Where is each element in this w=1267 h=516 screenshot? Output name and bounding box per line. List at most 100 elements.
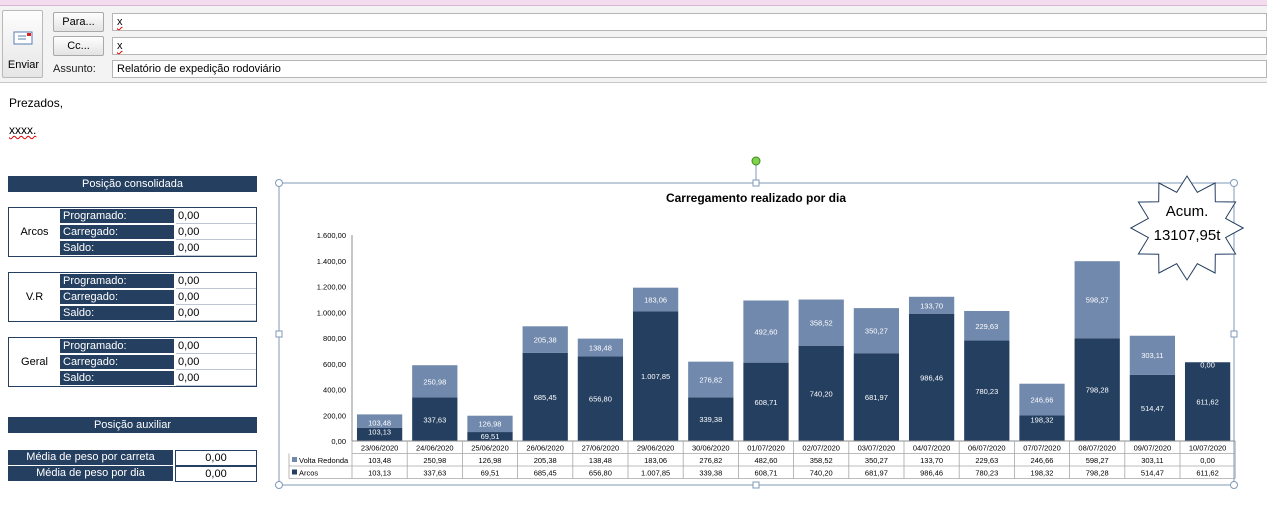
aux-value: 0,00 — [175, 450, 257, 466]
bar-volta-redonda — [964, 310, 1010, 341]
y-tick-label: 400,00 — [323, 386, 346, 395]
table-cell-arcos: 69,51 — [481, 469, 500, 478]
table-cell-volta-redonda: 482,60 — [755, 456, 778, 465]
legend-key-arcos — [292, 469, 297, 475]
send-label: Enviar — [7, 59, 40, 71]
group-arcos: Arcos Programado: 0,00 Carregado: 0,00 S… — [8, 207, 257, 257]
y-tick-label: 600,00 — [323, 360, 346, 369]
callout-line1: Acum. — [1166, 203, 1209, 220]
row-value: 0,00 — [176, 306, 256, 321]
data-label-volta-redonda: 126,98 — [479, 420, 502, 429]
group-name: Arcos — [20, 226, 49, 238]
x-tick-label: 25/06/2020 — [471, 444, 509, 453]
table-cell-arcos: 656,80 — [589, 469, 612, 478]
bar-volta-redonda — [853, 308, 900, 354]
to-button[interactable]: Para... — [53, 12, 104, 32]
y-tick-label: 0,00 — [331, 437, 346, 446]
group-name: Geral — [21, 356, 48, 368]
bar-volta-redonda — [356, 414, 403, 428]
group-name: V.R — [25, 291, 44, 303]
table-cell-arcos: 681,97 — [865, 469, 888, 478]
bar-volta-redonda — [1129, 335, 1176, 375]
data-label-volta-redonda: 0,00 — [1200, 360, 1215, 369]
chart-title: Carregamento realizado por dia — [666, 191, 846, 205]
window-top-border — [0, 0, 1267, 6]
row-value: 0,00 — [176, 339, 256, 354]
row-value: 0,00 — [176, 225, 256, 240]
row-label: Saldo: — [60, 306, 174, 321]
bar-arcos — [412, 397, 458, 441]
send-button[interactable]: Enviar — [2, 10, 43, 78]
data-label-volta-redonda: 183,06 — [644, 295, 667, 304]
data-label-arcos: 656,80 — [589, 395, 612, 404]
data-label-volta-redonda: 250,98 — [423, 377, 446, 386]
row-label: Saldo: — [60, 371, 174, 386]
resize-handle[interactable] — [275, 330, 283, 338]
bar-volta-redonda — [522, 326, 568, 353]
legend-key-volta-redonda — [292, 457, 297, 462]
data-label-volta-redonda: 103,48 — [368, 418, 391, 427]
cc-button[interactable]: Cc... — [53, 36, 104, 56]
data-label-arcos: 685,45 — [534, 393, 557, 402]
data-label-arcos: 103,13 — [368, 428, 391, 437]
y-tick-label: 200,00 — [323, 411, 346, 420]
data-label-volta-redonda: 229,63 — [975, 322, 998, 331]
starburst-callout-shape[interactable] — [1129, 175, 1245, 281]
to-value: x — [117, 16, 123, 28]
consolidated-title: Posição consolidada — [8, 176, 257, 192]
y-tick-label: 1.400,00 — [317, 257, 346, 266]
bar-arcos — [688, 397, 734, 441]
resize-handle[interactable] — [752, 179, 760, 187]
data-label-volta-redonda: 358,52 — [810, 319, 833, 328]
bar-arcos — [1019, 415, 1065, 441]
table-cell-arcos: 1.007,85 — [641, 469, 670, 478]
table-cell-arcos: 986,46 — [920, 469, 943, 478]
data-label-arcos: 798,28 — [1086, 386, 1109, 395]
data-label-arcos: 681,97 — [865, 393, 888, 402]
table-cell-volta-redonda: 598,27 — [1086, 456, 1109, 465]
subject-label: Assunto: — [53, 63, 96, 75]
bar-arcos — [853, 353, 900, 441]
row-value: 0,00 — [176, 290, 256, 305]
bar-arcos — [743, 362, 789, 441]
callout-line2: 13107,95t — [1154, 227, 1222, 244]
x-tick-label: 24/06/2020 — [416, 444, 454, 453]
resize-handle[interactable] — [275, 481, 283, 489]
table-cell-volta-redonda: 303,11 — [1141, 456, 1163, 465]
x-tick-label: 01/07/2020 — [747, 444, 785, 453]
group-vr: V.R Programado: 0,00 Carregado: 0,00 Sal… — [8, 272, 257, 322]
table-cell-volta-redonda: 138,48 — [589, 456, 612, 465]
resize-handle[interactable] — [1230, 330, 1238, 338]
y-tick-label: 1.200,00 — [317, 283, 346, 292]
bar-arcos — [632, 311, 679, 441]
table-cell-arcos: 780,23 — [975, 469, 998, 478]
rotate-handle[interactable] — [751, 156, 761, 166]
to-field[interactable]: x — [112, 13, 1267, 31]
resize-handle[interactable] — [1230, 481, 1238, 489]
subject-field[interactable]: Relatório de expedição rodoviário — [112, 60, 1267, 78]
aux-label: Média de peso por carreta — [8, 450, 173, 465]
table-cell-volta-redonda: 229,63 — [975, 456, 998, 465]
bar-arcos — [1074, 338, 1120, 441]
bar-arcos — [577, 356, 624, 441]
resize-handle[interactable] — [275, 179, 283, 187]
row-value: 0,00 — [176, 355, 256, 370]
row-label: Carregado: — [60, 290, 174, 305]
table-cell-volta-redonda: 358,52 — [810, 456, 833, 465]
data-label-volta-redonda: 205,38 — [534, 336, 557, 345]
row-value: 0,00 — [176, 371, 256, 386]
resize-handle[interactable] — [752, 481, 760, 489]
row-label: Carregado: — [60, 225, 174, 240]
data-label-arcos: 780,23 — [975, 387, 998, 396]
bar-volta-redonda — [632, 287, 679, 312]
data-label-volta-redonda: 246,66 — [1031, 396, 1054, 405]
x-tick-label: 30/06/2020 — [692, 444, 730, 453]
resize-handle[interactable] — [1230, 179, 1238, 187]
row-label: Programado: — [60, 339, 174, 354]
table-cell-volta-redonda: 133,70 — [920, 456, 943, 465]
data-label-volta-redonda: 276,82 — [699, 375, 722, 384]
row-value: 0,00 — [176, 274, 256, 289]
table-cell-arcos: 103,13 — [368, 469, 391, 478]
bar-volta-redonda — [1074, 261, 1120, 339]
